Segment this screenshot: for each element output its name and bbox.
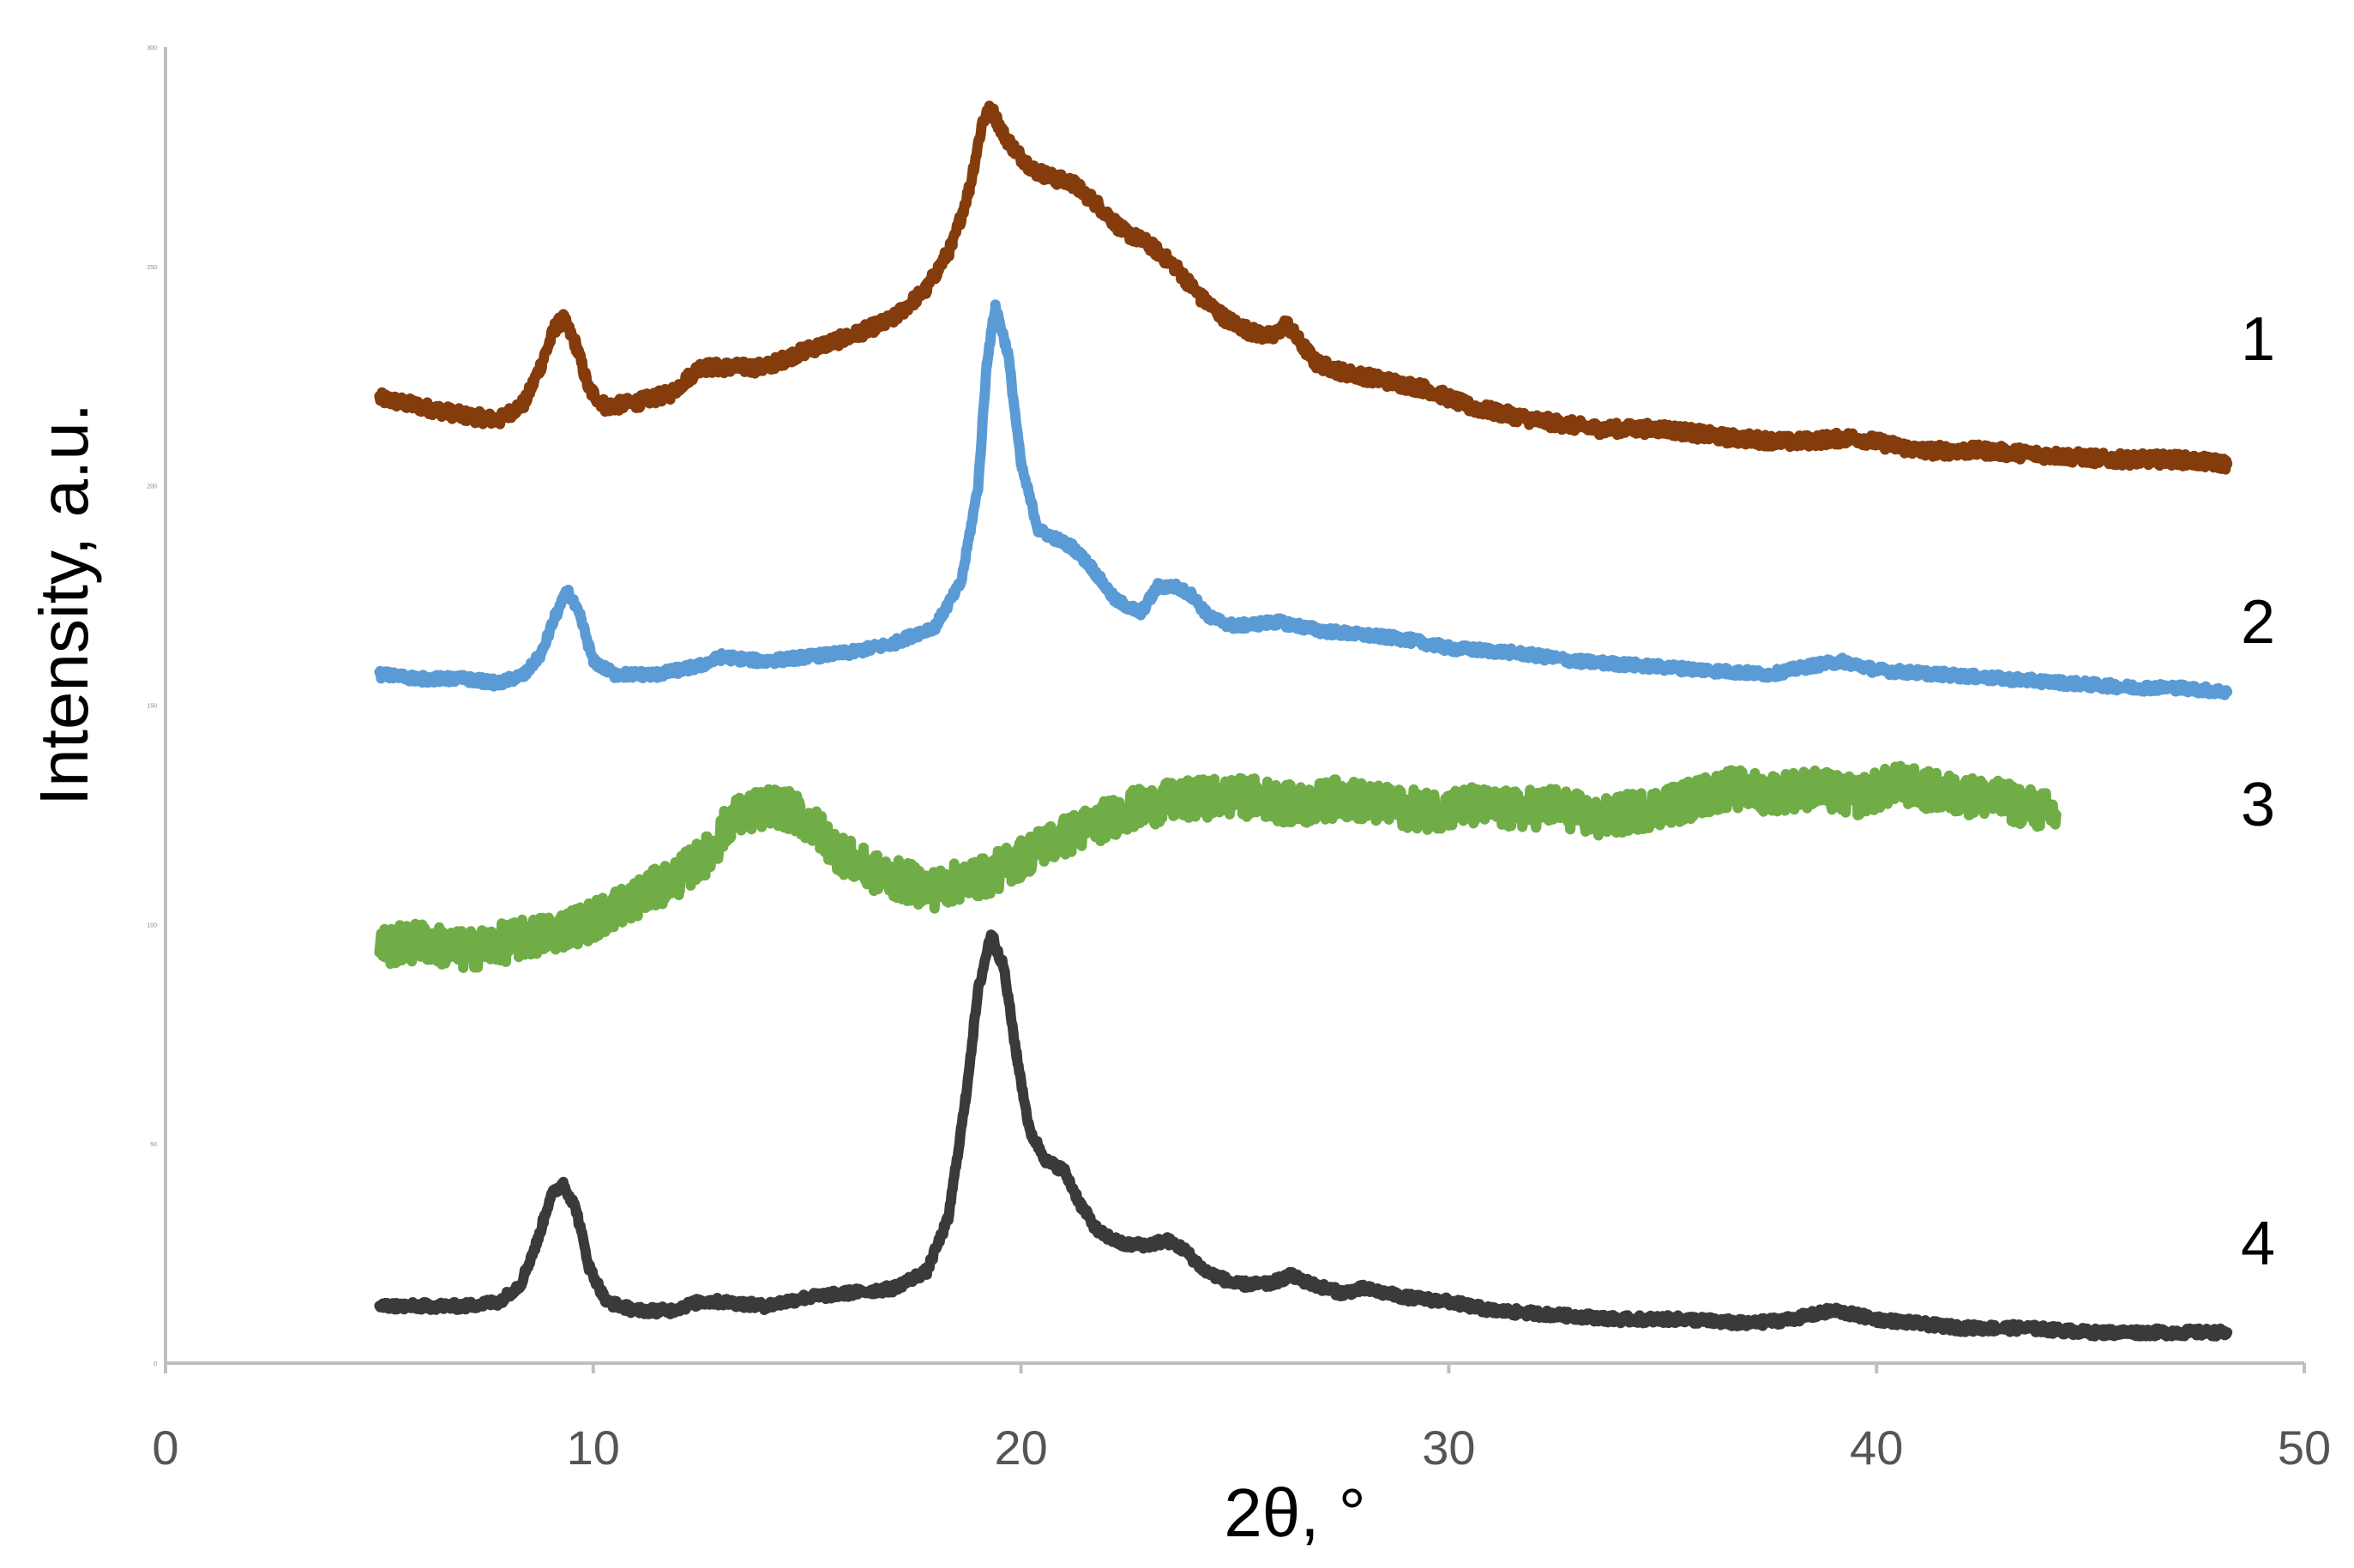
series-label-1: 1 xyxy=(2241,305,2275,374)
series-labels: 1 2 3 4 xyxy=(2241,305,2275,1278)
series-label-4: 4 xyxy=(2241,1210,2275,1278)
x-axis-title: 2θ, ° xyxy=(1224,1475,1365,1551)
y-tick-label: 100 xyxy=(147,922,157,928)
series-layer xyxy=(374,100,2233,1342)
x-tick-label: 20 xyxy=(994,1421,1047,1475)
x-tick-label: 10 xyxy=(567,1421,620,1475)
x-tick-label: 40 xyxy=(1850,1421,1903,1475)
y-tick-label: 250 xyxy=(147,265,157,271)
y-tick-label: 50 xyxy=(150,1142,157,1148)
series-line-1 xyxy=(374,100,2233,475)
x-tick-label: 0 xyxy=(152,1421,178,1475)
series-line-3 xyxy=(374,760,2062,973)
y-tick-label: 200 xyxy=(147,484,157,490)
y-tick-label: 150 xyxy=(147,704,157,710)
y-axis-title: Intensity, a.u. xyxy=(26,403,102,806)
x-tick-label: 50 xyxy=(2278,1421,2331,1475)
x-tick-label: 30 xyxy=(1422,1421,1475,1475)
x-axis: 0 10 20 30 40 50 xyxy=(152,1361,2331,1475)
series-label-2: 2 xyxy=(2241,588,2275,657)
series-label-3: 3 xyxy=(2241,771,2275,839)
y-tick-label: 300 xyxy=(147,45,157,51)
y-axis: 0 50 100 150 200 250 300 xyxy=(147,45,167,1367)
y-tick-labels: 0 50 100 150 200 250 300 xyxy=(147,45,157,1367)
x-tick-labels: 0 10 20 30 40 50 xyxy=(152,1363,2331,1475)
series-line-2 xyxy=(374,299,2233,700)
series-line-4 xyxy=(374,929,2233,1342)
y-tick-label: 0 xyxy=(154,1361,157,1367)
